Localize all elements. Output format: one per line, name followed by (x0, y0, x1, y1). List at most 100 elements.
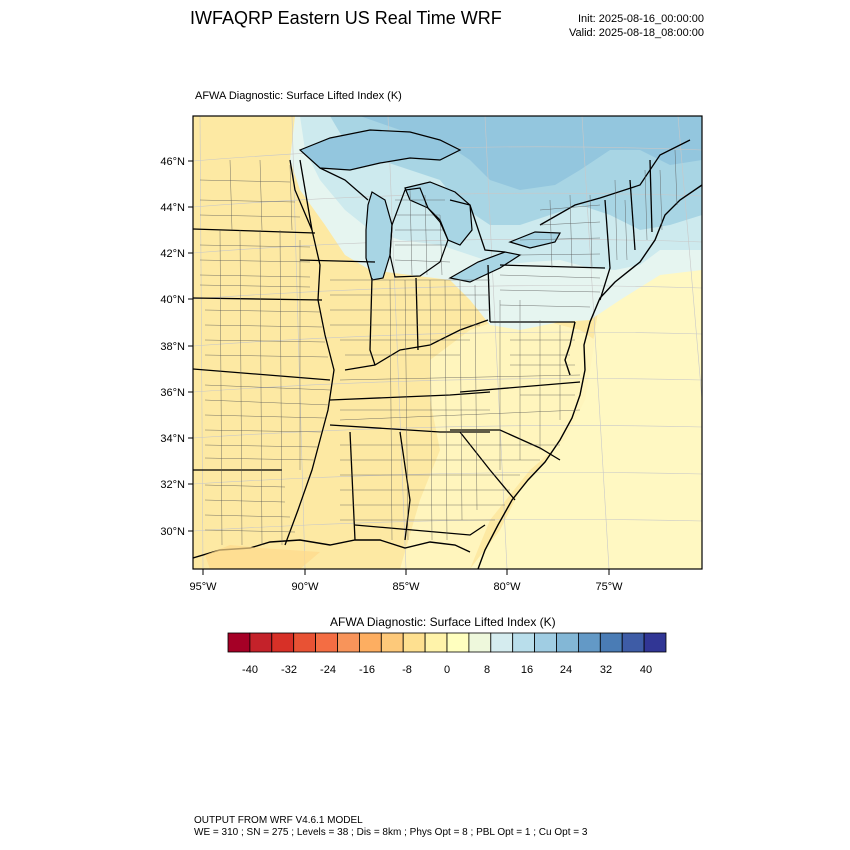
lat-label: 42°N (160, 248, 185, 260)
colorbar-swatch (643, 632, 667, 653)
colorbar-swatch (446, 632, 470, 653)
colorbar-swatch (271, 632, 295, 653)
colorbar-tick-label: -8 (402, 664, 412, 676)
lake-huron (404, 181, 473, 246)
county-lines-2 (219, 229, 301, 546)
colorbar-tick-label: 40 (640, 664, 652, 676)
lake-superior (298, 129, 462, 171)
colorbar-swatch (556, 632, 579, 653)
county-lines-7 (394, 189, 451, 276)
border-fl-al-ga (354, 524, 486, 536)
colorbar-swatch (468, 632, 492, 653)
lat-label: 32°N (160, 479, 185, 491)
lake-michigan (365, 191, 393, 281)
field-cool-4 (360, 116, 702, 190)
colorbar-tick-label: 8 (484, 664, 490, 676)
colorbar-swatch (512, 632, 536, 653)
colorbar-tick-label: 24 (560, 664, 572, 676)
county-lines-6 (199, 159, 301, 231)
colorbar-swatch (249, 632, 273, 653)
border-pa-ny (499, 264, 606, 269)
lat-label: 36°N (160, 387, 185, 399)
meridian-80w (484, 116, 508, 569)
colorbar-swatch (315, 632, 338, 653)
colorbar-tick-label: -24 (320, 664, 336, 676)
field-slight-warm (400, 320, 595, 569)
main-title: IWFAQRP Eastern US Real Time WRF (190, 8, 502, 28)
county-lines-4 (389, 279, 561, 541)
state-boundaries (193, 139, 691, 546)
colorbar-tick-label: 16 (521, 664, 533, 676)
lat-label: 44°N (160, 202, 185, 214)
lat-ticks (188, 160, 193, 532)
colorbar-swatch (490, 632, 514, 653)
border-mo-ar (193, 368, 331, 381)
meridian-70w (677, 116, 702, 401)
michigan-peninsula-outline (389, 187, 449, 278)
colorbar-title: AFWA Diagnostic: Surface Lifted Index (K… (330, 615, 556, 629)
county-lines-5 (499, 274, 601, 396)
great-lakes (298, 129, 561, 283)
county-lines-8 (519, 149, 678, 269)
border-maine (649, 159, 653, 233)
border-il-in (369, 277, 376, 366)
border-wi-il (299, 259, 376, 263)
border-in-oh (415, 277, 419, 351)
border-tn-al-ga (329, 424, 490, 433)
colorbar-swatch (402, 632, 426, 653)
lon-label: 95°W (189, 581, 217, 593)
model-config: WE = 310 ; SN = 275 ; Levels = 38 ; Dis … (194, 827, 588, 838)
parallel-34n (193, 425, 702, 439)
colorbar-swatch (578, 632, 601, 653)
coastline-chesapeake (564, 321, 576, 376)
lon-ticks (202, 569, 610, 575)
parallel-32n (193, 472, 702, 485)
colorbar-tick-label: 32 (600, 664, 612, 676)
colorbar-swatch (358, 632, 382, 653)
border-ms-al (349, 431, 356, 541)
colorbar-swatch (599, 632, 623, 653)
lat-labels: 46°N 44°N 42°N 40°N 38°N 36°N 34°N 32°N … (160, 156, 185, 538)
meridian-85w (387, 116, 407, 569)
lat-label: 40°N (160, 294, 185, 306)
lat-label: 38°N (160, 341, 185, 353)
colorbar-swatch (621, 632, 645, 653)
lon-label: 75°W (595, 581, 623, 593)
border-wi-mi (319, 167, 369, 201)
parallel-38n (193, 331, 702, 347)
parallel-40n (193, 285, 702, 300)
border-canada-mi (449, 199, 506, 253)
county-mesh (199, 149, 678, 546)
lon-labels: 95°W 90°W 85°W 80°W 75°W (189, 581, 623, 593)
lat-label: 46°N (160, 156, 185, 168)
border-mississippi-river (284, 159, 335, 546)
lat-label: 30°N (160, 526, 185, 538)
border-new-england (599, 199, 611, 301)
county-lines-3 (330, 279, 581, 521)
colorbar-tick-label: 0 (444, 664, 450, 676)
init-time: Init: 2025-08-16_00:00:00 (578, 13, 704, 25)
border-ohio-river (344, 319, 489, 371)
model-info: OUTPUT FROM WRF V4.6.1 MODEL (194, 815, 363, 826)
border-oh-pa (487, 264, 491, 323)
colorbar-swatch (337, 632, 360, 653)
border-al-ga (399, 431, 411, 541)
meridian-95w (199, 116, 204, 569)
border-vt-nh (629, 179, 636, 251)
lon-label: 85°W (392, 581, 420, 593)
lake-ontario (508, 231, 561, 249)
coastline-atlantic (477, 184, 702, 569)
colorbar-swatch (227, 632, 251, 653)
colorbar-labels: -40 -32 -24 -16 -8 0 8 16 24 32 40 (242, 664, 652, 676)
lon-label: 80°W (493, 581, 521, 593)
panel-title: AFWA Diagnostic: Surface Lifted Index (K… (195, 90, 402, 102)
colorbar-tick-label: -16 (359, 664, 375, 676)
meridian-75w (581, 116, 610, 569)
valid-time: Valid: 2025-08-18_08:00:00 (569, 27, 704, 39)
border-ky-tn (329, 391, 491, 401)
map-frame (192, 115, 703, 570)
map-field (193, 116, 702, 569)
colorbar-swatch (534, 632, 557, 653)
border-ia-mo (193, 297, 323, 301)
